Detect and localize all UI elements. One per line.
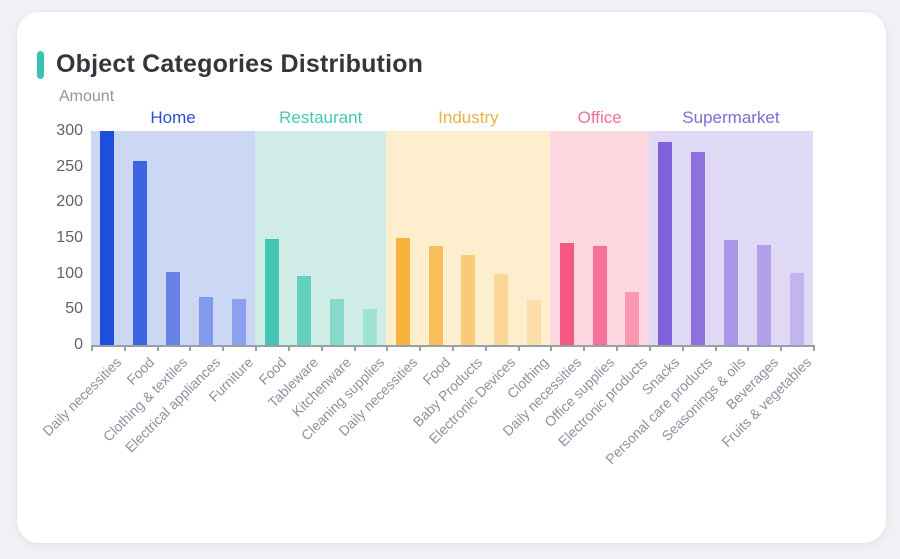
plot-area <box>91 131 813 345</box>
group-label-industry: Industry <box>438 108 499 127</box>
x-axis-tick <box>813 345 815 351</box>
group-band-supermarket <box>648 131 813 345</box>
bar[interactable] <box>264 239 279 345</box>
bar-slot <box>91 131 124 345</box>
bar[interactable] <box>362 308 377 345</box>
bar[interactable] <box>461 255 476 345</box>
y-tick-label: 200 <box>56 193 83 211</box>
y-tick-label: 50 <box>65 300 83 318</box>
bar-slot <box>485 131 518 345</box>
x-axis-tick <box>287 345 290 351</box>
x-axis-tick <box>386 345 389 351</box>
bar-slot <box>518 131 551 345</box>
x-axis-tick <box>681 345 684 351</box>
x-axis-tick <box>484 345 487 351</box>
y-tick-label: 150 <box>56 229 83 246</box>
x-axis-tick <box>714 345 717 351</box>
bar-slot <box>715 131 748 345</box>
bar[interactable] <box>231 299 246 345</box>
x-axis-tick <box>156 345 159 351</box>
title-accent-bar <box>37 50 44 79</box>
bar-slot <box>157 131 190 345</box>
x-axis-tick <box>583 345 586 351</box>
group-label-home: Home <box>150 108 196 127</box>
bar-slot <box>288 131 321 345</box>
x-axis-tick <box>91 345 93 351</box>
group-label-office: Office <box>577 108 622 127</box>
chart-card: Object Categories Distribution Amount 0 5… <box>17 12 886 543</box>
bar[interactable] <box>428 245 443 345</box>
bar-slot <box>452 131 485 345</box>
bar-slot <box>255 131 288 345</box>
bar-slot <box>419 131 452 345</box>
x-axis-tick <box>517 345 520 351</box>
bar-slot <box>747 131 780 345</box>
x-axis-tick <box>222 345 225 351</box>
bar[interactable] <box>166 272 181 345</box>
bar[interactable] <box>723 240 738 345</box>
y-tick-label: 100 <box>56 264 83 282</box>
x-axis-tick <box>747 345 750 351</box>
bar[interactable] <box>330 299 345 345</box>
group-label-supermarket: Supermarket <box>682 108 780 127</box>
bar-slot <box>583 131 616 345</box>
bar-slot <box>550 131 583 345</box>
bar[interactable] <box>395 238 410 345</box>
bar[interactable] <box>625 292 640 345</box>
x-axis-tick <box>616 345 619 351</box>
bar[interactable] <box>527 300 542 345</box>
y-tick-label: 0 <box>74 336 83 353</box>
bar[interactable] <box>691 151 706 345</box>
bar[interactable] <box>592 245 607 345</box>
y-tick-label: 300 <box>56 122 83 139</box>
bar-slot <box>386 131 419 345</box>
card-header: Object Categories Distribution <box>37 50 423 79</box>
group-band-office <box>550 131 649 345</box>
bar[interactable] <box>198 296 213 345</box>
bar[interactable] <box>297 275 312 345</box>
bar[interactable] <box>133 160 148 345</box>
bar-slot <box>189 131 222 345</box>
bar[interactable] <box>559 243 574 345</box>
bar[interactable] <box>100 131 115 345</box>
chart-title: Object Categories Distribution <box>56 50 424 78</box>
bar[interactable] <box>756 245 771 345</box>
y-axis-title: Amount <box>59 88 115 105</box>
bar-slot <box>354 131 387 345</box>
x-axis-tick <box>320 345 323 351</box>
bar-slot <box>780 131 813 345</box>
bar-slot <box>222 131 255 345</box>
x-axis-tick <box>123 345 126 351</box>
bar-slot <box>124 131 157 345</box>
bar[interactable] <box>789 272 804 345</box>
x-axis-tick <box>452 345 454 351</box>
group-band-industry <box>386 131 551 345</box>
bar-slot <box>649 131 682 345</box>
group-label-restaurant: Restaurant <box>279 108 363 127</box>
bar-slot <box>616 131 649 345</box>
bar-slot <box>682 131 715 345</box>
bar-slot <box>321 131 354 345</box>
bar[interactable] <box>658 141 673 345</box>
x-axis-tick <box>419 345 422 351</box>
x-axis-tick <box>189 345 192 351</box>
x-axis-tick <box>648 345 651 351</box>
x-axis-tick <box>353 345 356 351</box>
x-axis-tick <box>550 345 553 351</box>
x-axis-tick <box>780 345 783 351</box>
x-axis-tick <box>255 345 258 351</box>
group-band-home <box>91 131 256 345</box>
group-band-restaurant <box>255 131 387 345</box>
bar[interactable] <box>494 274 509 345</box>
y-tick-label: 250 <box>56 157 83 175</box>
